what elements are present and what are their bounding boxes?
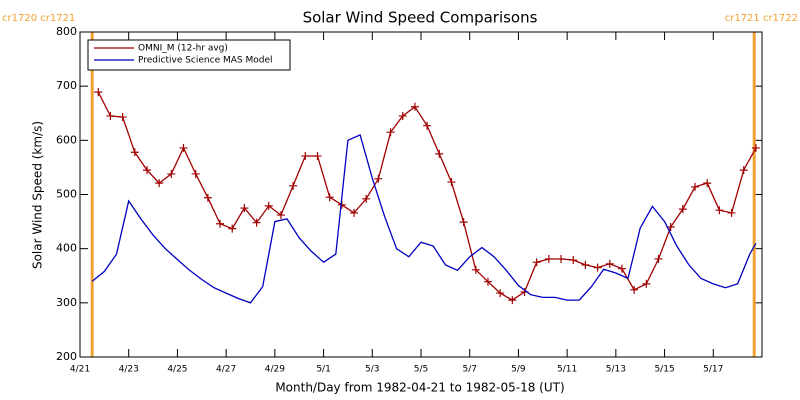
x-tick-label: 5/11 xyxy=(557,365,577,375)
data-point xyxy=(142,166,151,175)
x-tick-label: 5/9 xyxy=(511,365,526,375)
data-point xyxy=(630,285,639,294)
data-point xyxy=(350,208,359,217)
data-point xyxy=(581,260,590,269)
data-point xyxy=(228,224,237,233)
data-point xyxy=(447,178,456,187)
chart-title: Solar Wind Speed Comparisons xyxy=(303,9,538,27)
y-tick-label: 600 xyxy=(56,133,77,146)
y-tick-label: 700 xyxy=(56,79,77,92)
x-tick-label: 5/7 xyxy=(462,365,476,375)
data-point xyxy=(703,179,712,188)
data-point xyxy=(252,218,261,227)
data-point xyxy=(557,254,566,263)
x-tick-label: 4/25 xyxy=(167,365,187,375)
data-point xyxy=(508,296,517,305)
data-point xyxy=(362,194,371,203)
x-tick-label: 5/5 xyxy=(414,365,428,375)
data-point xyxy=(678,205,687,214)
data-point xyxy=(423,121,432,130)
data-point xyxy=(301,152,310,161)
data-point xyxy=(459,218,468,227)
data-point xyxy=(179,143,188,152)
data-point xyxy=(691,182,700,191)
data-point xyxy=(191,169,200,178)
data-point xyxy=(325,193,334,202)
data-point xyxy=(289,181,298,190)
data-point xyxy=(313,152,322,161)
data-point xyxy=(642,279,651,288)
data-point xyxy=(398,111,407,120)
x-tick-label: 4/27 xyxy=(216,365,236,375)
data-point xyxy=(496,289,505,298)
data-point xyxy=(130,148,139,157)
y-tick-label: 500 xyxy=(56,188,77,201)
data-point xyxy=(435,149,444,158)
data-point xyxy=(94,88,103,97)
data-point xyxy=(569,256,578,265)
data-point xyxy=(617,264,626,273)
data-point xyxy=(751,143,760,152)
data-point xyxy=(544,254,553,263)
x-tick-label: 5/17 xyxy=(703,365,723,375)
x-tick-label: 5/3 xyxy=(365,365,379,375)
data-point xyxy=(386,128,395,137)
x-tick-label: 5/1 xyxy=(316,365,330,375)
x-tick-label: 5/15 xyxy=(654,365,674,375)
rotation-label: cr1720 cr1721 xyxy=(2,13,75,24)
data-point xyxy=(654,254,663,263)
x-tick-label: 4/29 xyxy=(265,365,285,375)
data-point xyxy=(532,258,541,267)
x-axis-label: Month/Day from 1982-04-21 to 1982-05-18 … xyxy=(275,381,564,395)
data-point xyxy=(715,206,724,215)
legend-box xyxy=(87,39,291,71)
data-point xyxy=(593,263,602,272)
y-axis-label: Solar Wind Speed (km/s) xyxy=(31,121,45,269)
y-tick-label: 400 xyxy=(56,242,77,255)
data-point xyxy=(155,179,164,188)
y-tick-label: 200 xyxy=(56,350,77,363)
y-tick-label: 800 xyxy=(56,25,77,38)
x-tick-label: 4/21 xyxy=(70,365,90,375)
series-line xyxy=(91,134,757,304)
legend-label: Predictive Science MAS Model xyxy=(138,56,273,66)
rotation-label: cr1721 cr1722 xyxy=(725,13,798,24)
x-tick-label: 5/13 xyxy=(606,365,626,375)
data-point xyxy=(203,193,212,202)
data-point xyxy=(374,174,383,183)
plot-frame xyxy=(79,31,763,358)
data-point xyxy=(216,219,225,228)
data-point xyxy=(167,169,176,178)
data-point xyxy=(410,102,419,111)
data-point xyxy=(106,111,115,120)
legend-label: OMNI_M (12-hr avg) xyxy=(138,44,228,54)
data-point xyxy=(471,265,480,274)
data-point xyxy=(240,204,249,213)
data-point xyxy=(264,201,273,210)
data-point xyxy=(605,259,614,268)
data-point xyxy=(727,208,736,217)
data-point xyxy=(276,211,285,220)
y-tick-label: 300 xyxy=(56,296,77,309)
x-tick-label: 4/23 xyxy=(119,365,139,375)
data-point xyxy=(118,113,127,122)
data-point xyxy=(739,166,748,175)
data-point xyxy=(483,277,492,286)
